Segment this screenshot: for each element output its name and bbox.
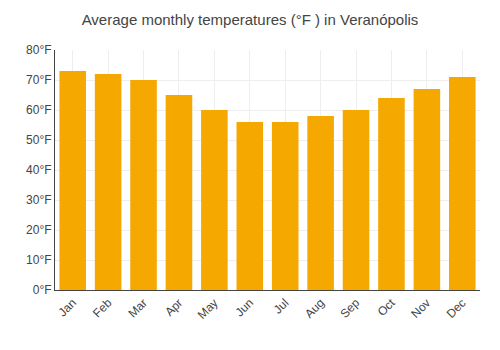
svg-text:Dec: Dec	[444, 296, 469, 321]
svg-text:40°F: 40°F	[26, 163, 51, 177]
svg-text:Jul: Jul	[271, 296, 292, 317]
svg-text:Nov: Nov	[408, 296, 433, 321]
svg-text:60°F: 60°F	[26, 103, 51, 117]
svg-text:10°F: 10°F	[26, 253, 51, 267]
svg-text:Jan: Jan	[55, 296, 79, 320]
svg-text:Aug: Aug	[302, 296, 327, 321]
svg-text:20°F: 20°F	[26, 223, 51, 237]
svg-text:80°F: 80°F	[26, 43, 51, 57]
svg-text:0°F: 0°F	[33, 283, 52, 297]
svg-text:Oct: Oct	[375, 295, 399, 319]
svg-text:May: May	[195, 296, 221, 322]
svg-text:Feb: Feb	[90, 296, 115, 321]
svg-text:Sep: Sep	[337, 296, 362, 321]
svg-text:Jun: Jun	[233, 296, 257, 320]
svg-text:30°F: 30°F	[26, 193, 51, 207]
svg-text:Mar: Mar	[125, 296, 150, 321]
svg-text:50°F: 50°F	[26, 133, 51, 147]
svg-text:70°F: 70°F	[26, 73, 51, 87]
svg-text:Apr: Apr	[162, 296, 185, 319]
svg-text:Average monthly temperatures (: Average monthly temperatures (°F ) in Ve…	[82, 11, 419, 28]
